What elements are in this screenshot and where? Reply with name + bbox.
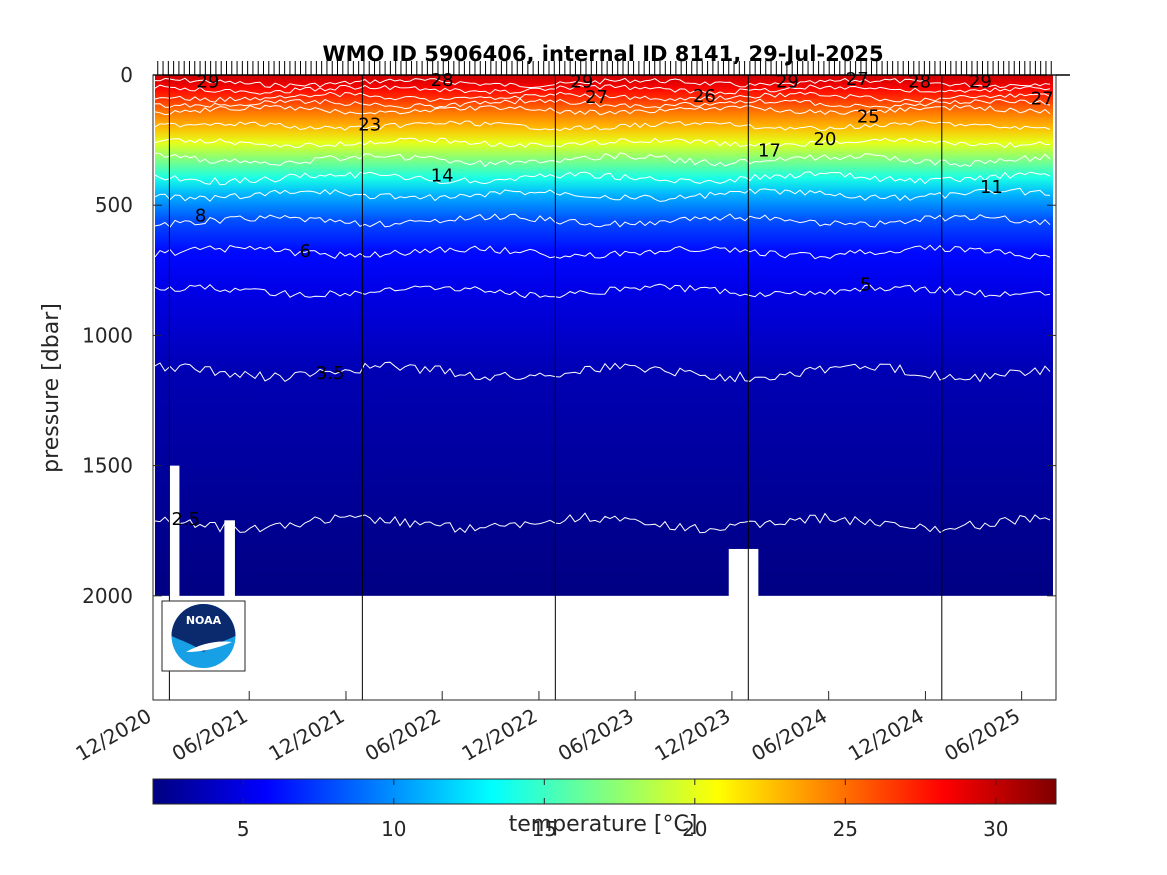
isotherm-20 bbox=[154, 137, 1050, 149]
contour-label: 20 bbox=[814, 129, 837, 150]
chart-title: WMO ID 5906406, internal ID 8141, 29-Jul… bbox=[322, 42, 883, 66]
contour-label: 27 bbox=[846, 69, 869, 90]
y-axis: 0 500 1000 1500 2000 bbox=[82, 63, 1056, 608]
contour-label: 29 bbox=[776, 72, 799, 93]
contour-label: 2.5 bbox=[171, 509, 200, 530]
data-gaps bbox=[169, 465, 759, 597]
colorbar-bar bbox=[152, 778, 1057, 805]
isotherm-25 bbox=[154, 104, 1051, 116]
x-tick-label: 12/2022 bbox=[457, 704, 541, 766]
contour-label: 28 bbox=[908, 72, 931, 93]
plot-area bbox=[154, 75, 1053, 700]
contour-label: 11 bbox=[980, 177, 1003, 198]
y-tick-label: 2000 bbox=[82, 584, 133, 608]
contour-label: 5 bbox=[860, 275, 871, 296]
colorbar-tick-label: 15 bbox=[532, 817, 557, 841]
isotherm-27 bbox=[154, 91, 1051, 103]
y-axis-label: pressure [dbar] bbox=[39, 303, 64, 473]
isotherm-3.5 bbox=[154, 361, 1051, 383]
x-tick-label: 06/2021 bbox=[168, 704, 252, 766]
isotherm-5 bbox=[154, 283, 1051, 299]
isotherm-17 bbox=[154, 152, 1051, 168]
contour-label: 23 bbox=[358, 114, 381, 135]
logo-gull bbox=[186, 641, 232, 652]
isotherm-6 bbox=[154, 244, 1051, 260]
x-tick-label: 12/2023 bbox=[650, 704, 734, 766]
contour-label: 29 bbox=[570, 72, 593, 93]
colorbar-tick-label: 25 bbox=[833, 817, 858, 841]
colorbar-label: temperature [°C] bbox=[509, 812, 698, 837]
x-tick-label: 12/2024 bbox=[844, 704, 928, 766]
y-tick-label: 1500 bbox=[82, 454, 133, 478]
isotherm-11 bbox=[154, 187, 1051, 202]
contour-label: 26 bbox=[693, 86, 716, 107]
data-gap bbox=[224, 520, 235, 597]
x-tick-label: 06/2023 bbox=[554, 704, 638, 766]
data-gap bbox=[728, 548, 759, 597]
contour-label: 6 bbox=[300, 241, 311, 262]
contour-label: 17 bbox=[758, 141, 781, 162]
colorbar-tick-label: 10 bbox=[381, 817, 406, 841]
isotherm-29 bbox=[154, 77, 1051, 89]
isotherm-14 bbox=[154, 171, 1051, 186]
x-axis: 12/2020 06/2021 12/2021 06/2022 12/2022 06/20… bbox=[72, 691, 1024, 766]
y-tick-label: 1000 bbox=[82, 323, 133, 347]
logo-text: NOAA bbox=[186, 614, 222, 627]
x-tick-label: 12/2020 bbox=[72, 704, 156, 766]
colorbar-tick-label: 5 bbox=[237, 817, 250, 841]
isotherm-2.5 bbox=[154, 512, 1051, 534]
contour-label: 27 bbox=[1031, 88, 1054, 109]
contour-label: 27 bbox=[585, 87, 608, 108]
colorbar-tick-label: 30 bbox=[983, 817, 1008, 841]
contour-label: 8 bbox=[195, 206, 206, 227]
isotherm-23 bbox=[154, 120, 1051, 132]
y-tick-label: 0 bbox=[120, 63, 133, 87]
colorbar-tick-label: 20 bbox=[682, 817, 707, 841]
contour-label: 25 bbox=[857, 107, 880, 128]
colorbar: 5 10 15 20 25 30 temperature [°C] bbox=[152, 778, 1057, 841]
y-tick-label: 500 bbox=[95, 193, 133, 217]
colorbar-ticks: 5 10 15 20 25 30 bbox=[237, 779, 1009, 841]
contour-label: 29 bbox=[197, 72, 220, 93]
profile-tick-marks bbox=[153, 61, 1070, 76]
contour-label: 28 bbox=[431, 70, 454, 91]
isotherm-26 bbox=[154, 98, 1051, 110]
contour-label: 29 bbox=[969, 72, 992, 93]
x-tick-label: 06/2022 bbox=[361, 704, 445, 766]
contour-label: 14 bbox=[431, 165, 454, 186]
noaa-logo: NOAA bbox=[161, 600, 246, 672]
contour-label: 3.5 bbox=[316, 363, 345, 384]
x-tick-label: 06/2024 bbox=[747, 704, 831, 766]
data-gap bbox=[169, 465, 180, 597]
x-tick-label: 06/2025 bbox=[940, 704, 1024, 766]
isotherm-28 bbox=[154, 84, 1051, 95]
isotherm-8 bbox=[154, 213, 1051, 228]
year-separator-lines bbox=[168, 75, 943, 700]
x-tick-label: 12/2021 bbox=[265, 704, 349, 766]
isotherm-lines bbox=[154, 77, 1051, 534]
logo-navy-arc bbox=[171, 604, 236, 652]
